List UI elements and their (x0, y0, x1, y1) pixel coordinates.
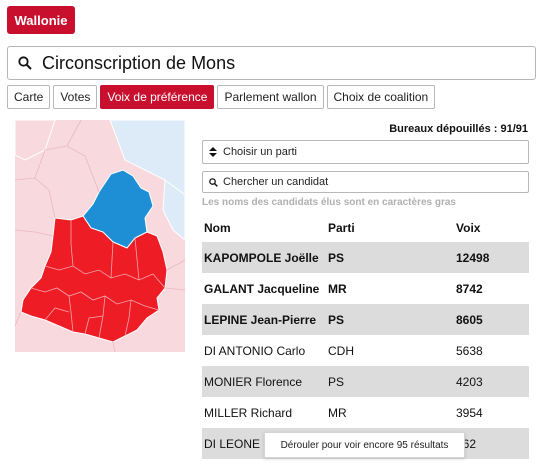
table-row: DI ANTONIO Carlo CDH 5638 (202, 335, 529, 366)
tab-voix-de-preference[interactable]: Voix de préférence (100, 85, 215, 109)
search-value: Circonscription de Mons (42, 52, 236, 73)
candidate-name: DI LEONE (204, 436, 261, 451)
candidate-party: MR (328, 405, 347, 420)
tab-votes[interactable]: Votes (53, 85, 98, 109)
view-tabs: Carte Votes Voix de préférence Parlement… (7, 85, 436, 109)
map-commune-borders (30, 220, 166, 339)
party-select[interactable]: Choisir un parti (202, 140, 529, 164)
candidate-party: PS (328, 250, 345, 265)
candidate-name: DI ANTONIO Carlo (204, 343, 306, 358)
sort-arrows-icon (203, 147, 223, 157)
candidate-party: PS (328, 312, 345, 327)
candidate-votes: 3954 (456, 405, 483, 420)
candidate-name: MILLER Richard (204, 405, 293, 420)
search-icon (8, 56, 42, 70)
map-region-east (162, 179, 185, 241)
tab-parlement-wallon[interactable]: Parlement wallon (217, 85, 324, 109)
candidate-votes: 8605 (456, 312, 483, 327)
candidate-votes: 5638 (456, 343, 483, 358)
candidate-name: MONIER Florence (204, 374, 303, 389)
elected-note: Les noms des candidats élus sont en cara… (202, 197, 456, 208)
region-wallonie-button[interactable]: Wallonie (7, 6, 75, 34)
table-row: KAPOMPOLE Joëlle PS 12498 (202, 242, 529, 273)
candidate-votes: 8742 (456, 281, 483, 296)
column-header-votes: Voix (456, 221, 481, 235)
candidate-votes: 4203 (456, 374, 483, 389)
map-neighbor-borders (15, 120, 185, 352)
table-row: GALANT Jacqueline MR 8742 (202, 273, 529, 304)
tab-choix-de-coalition[interactable]: Choix de coalition (326, 85, 436, 109)
table-header: Nom Parti Voix (202, 214, 529, 242)
candidate-search-placeholder: Chercher un candidat (223, 176, 329, 188)
candidate-name: LEPINE Jean-Pierre (204, 312, 317, 327)
column-header-name: Nom (204, 221, 231, 235)
counting-progress: Bureaux dépouillés : 91/91 (389, 123, 528, 135)
candidate-party: CDH (328, 343, 354, 358)
search-input[interactable]: Circonscription de Mons (7, 46, 536, 80)
map-region-red-ps (20, 215, 168, 343)
constituency-map[interactable] (15, 120, 185, 352)
tab-carte[interactable]: Carte (7, 85, 51, 109)
column-header-party: Parti (328, 221, 355, 235)
party-select-placeholder: Choisir un parti (223, 146, 297, 158)
show-more-results-button[interactable]: Dérouler pour voir encore 95 résultats (264, 432, 465, 458)
table-row: MONIER Florence PS 4203 (202, 366, 529, 397)
candidates-table: Nom Parti Voix KAPOMPOLE Joëlle PS 12498… (202, 214, 529, 459)
table-row: LEPINE Jean-Pierre PS 8605 (202, 304, 529, 335)
candidate-votes: 562 (456, 436, 477, 451)
table-row: MILLER Richard MR 3954 (202, 397, 529, 428)
search-icon (203, 177, 223, 187)
candidate-party: MR (328, 281, 347, 296)
candidate-party: PS (328, 374, 345, 389)
candidate-search-input[interactable]: Chercher un candidat (202, 171, 529, 193)
candidate-votes: 12498 (456, 250, 490, 265)
candidate-name: KAPOMPOLE Joëlle (204, 250, 319, 265)
candidate-name: GALANT Jacqueline (204, 281, 320, 296)
